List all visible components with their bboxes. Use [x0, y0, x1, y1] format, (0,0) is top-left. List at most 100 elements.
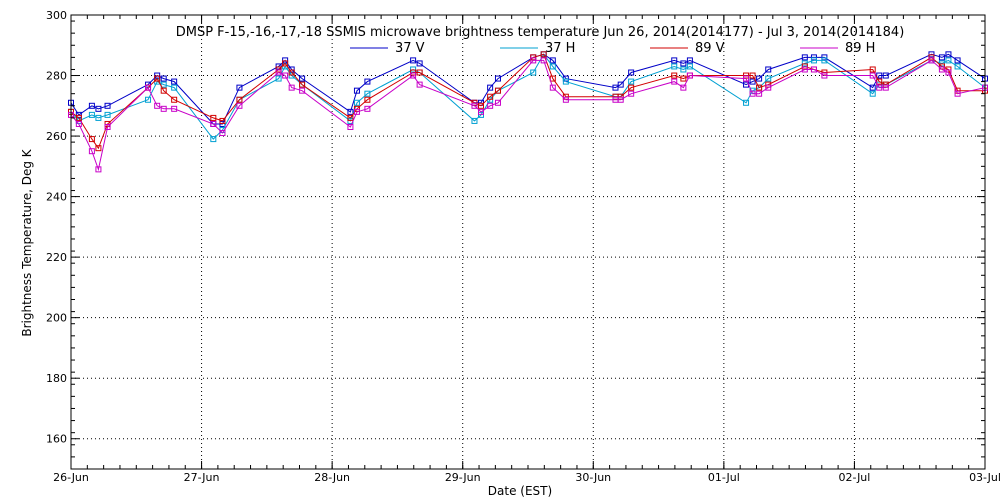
data-point [288, 69, 295, 76]
data-point [938, 66, 945, 73]
data-point [299, 81, 306, 88]
data-point [410, 66, 417, 73]
data-point [210, 120, 217, 127]
data-point [549, 63, 556, 70]
data-point [680, 66, 687, 73]
data-point [288, 84, 295, 91]
data-point [487, 93, 494, 100]
data-point [299, 75, 306, 82]
data-point [810, 66, 817, 73]
data-point [876, 84, 883, 91]
data-point [75, 114, 82, 121]
data-point [219, 130, 226, 137]
data-point [410, 72, 417, 79]
y-tick-label: 240 [46, 191, 67, 204]
y-tick-label: 260 [46, 130, 67, 143]
x-axis-label: Date (EST) [488, 484, 552, 498]
data-point [236, 96, 243, 103]
data-point [353, 99, 360, 106]
data-point [749, 72, 756, 79]
data-point [95, 114, 102, 121]
data-point [154, 102, 161, 109]
data-point [810, 54, 817, 61]
x-tick-label: 27-Jun [184, 471, 220, 484]
data-point [821, 57, 828, 64]
data-point [145, 84, 152, 91]
data-point [154, 75, 161, 82]
x-tick-label: 02-Jul [838, 471, 870, 484]
x-tick-label: 30-Jun [575, 471, 611, 484]
data-point [882, 72, 889, 79]
data-point [765, 66, 772, 73]
data-point [347, 108, 354, 115]
data-point [347, 114, 354, 121]
data-point [671, 57, 678, 64]
data-point [487, 102, 494, 109]
data-point [171, 84, 178, 91]
data-point [801, 60, 808, 67]
series-line [70, 53, 985, 150]
data-point [869, 66, 876, 73]
data-point [801, 66, 808, 73]
data-point [160, 81, 167, 88]
data-point [869, 72, 876, 79]
data-point [104, 123, 111, 130]
data-point [530, 57, 537, 64]
data-point [743, 99, 750, 106]
series-line [70, 59, 986, 172]
data-point [938, 54, 945, 61]
y-tick-label: 200 [46, 312, 67, 325]
data-point [562, 78, 569, 85]
data-point [171, 78, 178, 85]
series-line [70, 53, 986, 125]
legend: 37 V 37 H 89 V 89 H [350, 41, 875, 56]
data-point [236, 102, 243, 109]
data-point [494, 87, 501, 94]
data-point [410, 57, 417, 64]
data-point [416, 81, 423, 88]
data-point [416, 60, 423, 67]
data-point [671, 78, 678, 85]
data-point [160, 75, 167, 82]
data-point [821, 72, 828, 79]
data-point [954, 57, 961, 64]
data-point [160, 105, 167, 112]
data-point [494, 75, 501, 82]
data-point [88, 102, 95, 109]
data-point [95, 105, 102, 112]
data-point [756, 90, 763, 97]
data-point [88, 136, 95, 143]
data-point [821, 54, 828, 61]
data-point [471, 117, 478, 124]
data-point [364, 78, 371, 85]
data-point [680, 60, 687, 67]
data-point [876, 78, 883, 85]
data-point [75, 120, 82, 127]
data-point [282, 60, 289, 67]
data-point [88, 111, 95, 118]
data-point [765, 75, 772, 82]
data-point [945, 57, 952, 64]
data-point [530, 54, 537, 61]
data-point [210, 136, 217, 143]
data-point [104, 111, 111, 118]
data-point [364, 96, 371, 103]
data-point [686, 63, 693, 70]
data-point [749, 78, 756, 85]
data-point [210, 114, 217, 121]
data-point [549, 84, 556, 91]
data-point [95, 145, 102, 152]
y-tick-label: 280 [46, 70, 67, 83]
data-point [299, 87, 306, 94]
data-point [471, 102, 478, 109]
y-axis-ticks: 160 180 200 220 240 260 280 300 [46, 9, 985, 470]
data-point [364, 90, 371, 97]
data-point [171, 96, 178, 103]
data-point [160, 87, 167, 94]
data-point [671, 72, 678, 79]
plot-frame [70, 14, 986, 470]
data-point [494, 99, 501, 106]
legend-label: 89 H [845, 41, 875, 56]
data-point [549, 57, 556, 64]
series-37-v [68, 51, 988, 127]
